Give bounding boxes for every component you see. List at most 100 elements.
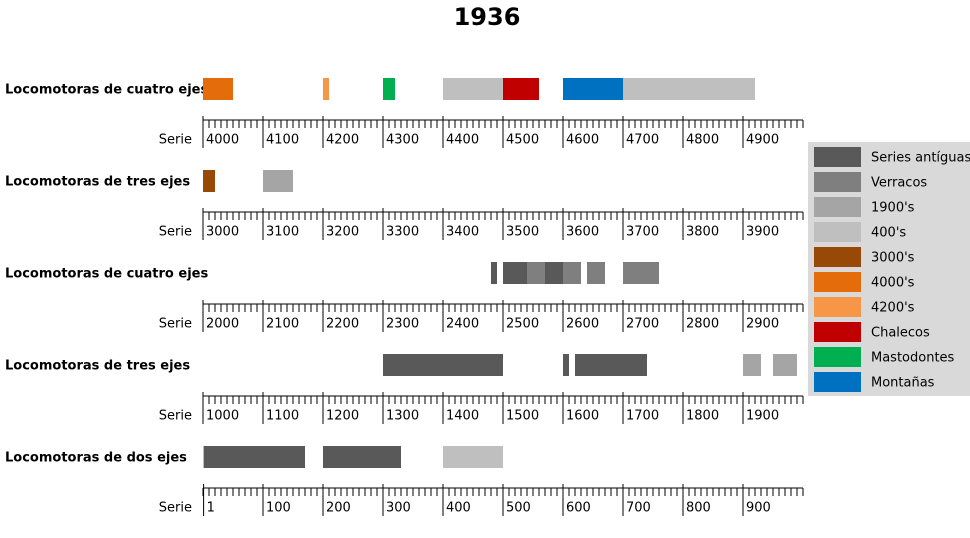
bar xyxy=(503,262,527,284)
x-tick-label: 4800 xyxy=(686,133,719,148)
bar xyxy=(443,446,503,468)
x-tick-label: 700 xyxy=(626,501,651,516)
legend-label: Chalecos xyxy=(871,326,930,341)
x-tick-label: 4100 xyxy=(266,133,299,148)
row-label: Locomotoras de tres ejes xyxy=(5,359,190,374)
bar xyxy=(323,78,329,100)
x-tick-label: 2900 xyxy=(746,317,779,332)
bar xyxy=(443,78,503,100)
x-tick-label: 3900 xyxy=(746,225,779,240)
x-tick-label: 800 xyxy=(686,501,711,516)
bar xyxy=(263,170,293,192)
x-tick-label: 1800 xyxy=(686,409,719,424)
x-tick-label: 2700 xyxy=(626,317,659,332)
x-tick-label: 4600 xyxy=(566,133,599,148)
bar xyxy=(323,446,401,468)
bar xyxy=(623,262,659,284)
legend-swatch xyxy=(814,197,861,217)
x-tick-label: 3200 xyxy=(326,225,359,240)
row-label: Locomotoras de cuatro ejes xyxy=(5,267,208,282)
x-tick-label: 1900 xyxy=(746,409,779,424)
x-axis-label: Serie xyxy=(159,133,192,148)
x-tick-label: 3700 xyxy=(626,225,659,240)
x-tick-label: 2200 xyxy=(326,317,359,332)
x-tick-label: 100 xyxy=(266,501,291,516)
x-tick-label: 1400 xyxy=(446,409,479,424)
x-tick-label: 4900 xyxy=(746,133,779,148)
bar xyxy=(545,262,563,284)
bar xyxy=(503,78,539,100)
x-tick-label: 500 xyxy=(506,501,531,516)
legend-swatch xyxy=(814,247,861,267)
legend-swatch xyxy=(814,297,861,317)
bar xyxy=(491,262,497,284)
legend-label: 4200's xyxy=(871,301,915,316)
x-axis-label: Serie xyxy=(159,317,192,332)
bar xyxy=(623,78,755,100)
legend-swatch xyxy=(814,222,861,242)
x-tick-label: 3600 xyxy=(566,225,599,240)
x-tick-label: 1500 xyxy=(506,409,539,424)
x-tick-label: 3300 xyxy=(386,225,419,240)
x-tick-label: 4200 xyxy=(326,133,359,148)
x-tick-label: 4500 xyxy=(506,133,539,148)
x-tick-label: 1300 xyxy=(386,409,419,424)
bar xyxy=(383,354,503,376)
bar xyxy=(203,446,305,468)
legend-label: Series antíguas xyxy=(871,151,970,166)
legend-label: 400's xyxy=(871,226,906,241)
x-tick-label: 3000 xyxy=(206,225,239,240)
legend-swatch xyxy=(814,147,861,167)
x-tick-label: 2000 xyxy=(206,317,239,332)
legend-label: Verracos xyxy=(871,176,927,191)
bar xyxy=(527,262,545,284)
legend-swatch xyxy=(814,322,861,342)
legend-label: Montañas xyxy=(871,376,935,391)
x-axis-label: Serie xyxy=(159,225,192,240)
bar xyxy=(575,354,647,376)
x-tick-label: 4300 xyxy=(386,133,419,148)
x-axis-label: Serie xyxy=(159,409,192,424)
x-tick-label: 1000 xyxy=(206,409,239,424)
x-tick-label: 4400 xyxy=(446,133,479,148)
x-tick-label: 400 xyxy=(446,501,471,516)
legend-label: Mastodontes xyxy=(871,351,955,366)
x-axis-label: Serie xyxy=(159,501,192,516)
legend-label: 4000's xyxy=(871,276,915,291)
x-tick-label: 1700 xyxy=(626,409,659,424)
x-tick-label: 3800 xyxy=(686,225,719,240)
x-tick-label: 200 xyxy=(326,501,351,516)
x-tick-label: 900 xyxy=(746,501,771,516)
bar xyxy=(203,78,233,100)
x-tick-label: 3500 xyxy=(506,225,539,240)
row-label: Locomotoras de dos ejes xyxy=(5,451,187,466)
x-tick-label: 600 xyxy=(566,501,591,516)
x-tick-label: 1100 xyxy=(266,409,299,424)
bar xyxy=(203,170,215,192)
x-tick-label: 2800 xyxy=(686,317,719,332)
legend-swatch xyxy=(814,372,861,392)
bar xyxy=(743,354,761,376)
bar xyxy=(563,78,623,100)
row-label: Locomotoras de cuatro ejes xyxy=(5,83,208,98)
x-tick-label: 3100 xyxy=(266,225,299,240)
legend-swatch xyxy=(814,272,861,292)
bar xyxy=(587,262,605,284)
x-tick-label: 2600 xyxy=(566,317,599,332)
legend-label: 3000's xyxy=(871,251,915,266)
x-tick-label: 1600 xyxy=(566,409,599,424)
bar xyxy=(383,78,395,100)
chart-title: 1936 xyxy=(454,3,521,31)
row-label: Locomotoras de tres ejes xyxy=(5,175,190,190)
x-tick-label: 1 xyxy=(207,501,215,516)
x-tick-label: 2300 xyxy=(386,317,419,332)
x-tick-label: 2500 xyxy=(506,317,539,332)
legend-swatch xyxy=(814,347,861,367)
x-tick-label: 2400 xyxy=(446,317,479,332)
bar xyxy=(563,354,569,376)
legend-swatch xyxy=(814,172,861,192)
x-tick-label: 300 xyxy=(386,501,411,516)
bar xyxy=(563,262,581,284)
x-tick-label: 1200 xyxy=(326,409,359,424)
